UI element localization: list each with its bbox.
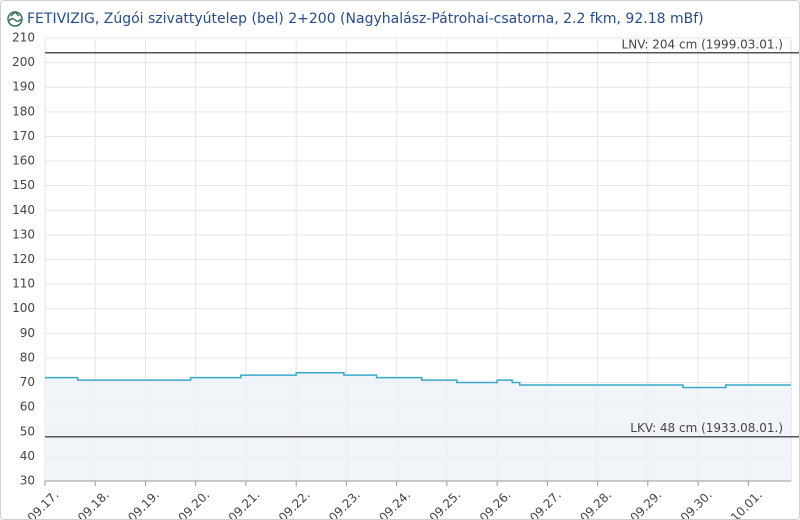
y-tick-label: 170	[12, 129, 35, 143]
reference-label: LNV: 204 cm (1999.03.01.)	[622, 37, 783, 51]
x-tick-label: 09.29.	[628, 488, 665, 519]
y-tick-label: 60	[20, 400, 35, 414]
logo	[7, 10, 23, 27]
y-tick-label: 180	[12, 104, 35, 118]
x-tick-label: 09.23.	[326, 488, 363, 519]
x-tick-label: 09.19.	[125, 488, 162, 519]
x-tick-label: 09.21.	[226, 488, 263, 519]
x-tick-label: 09.17.	[25, 488, 62, 519]
y-tick-label: 100	[12, 301, 35, 315]
y-tick-label: 30	[20, 474, 35, 488]
area	[45, 372, 791, 481]
x-tick-label: 09.22.	[276, 488, 313, 519]
chart-title: FETIVIZIG, Zúgói szivattyútelep (bel) 2+…	[27, 11, 704, 27]
x-tick-label: 09.30.	[678, 488, 715, 519]
y-tick-label: 200	[12, 55, 35, 69]
y-tick-label: 90	[20, 326, 35, 340]
y-tick-label: 140	[12, 203, 35, 217]
y-tick-label: 80	[20, 350, 35, 364]
y-tick-label: 70	[20, 375, 35, 389]
x-tick-label: 10.01.	[728, 488, 765, 519]
y-tick-label: 150	[12, 178, 35, 192]
x-tick-label: 09.26.	[477, 488, 514, 519]
line	[45, 371, 791, 389]
y-tick-label: 210	[12, 31, 35, 45]
reference-label: LKV: 48 cm (1933.08.01.)	[630, 421, 783, 435]
y-tick-label: 110	[12, 277, 35, 291]
y-tick-label: 50	[20, 424, 35, 438]
y-tick-label: 120	[12, 252, 35, 266]
y-tick-label: 40	[20, 449, 35, 463]
y-tick-label: 130	[12, 227, 35, 241]
x-tick-label: 09.18.	[75, 488, 112, 519]
x-tick-label: 09.27.	[527, 488, 564, 519]
x-tick-label: 09.20.	[175, 488, 212, 519]
x-tick-label: 09.25.	[427, 488, 464, 519]
x-tick-label: 09.28.	[577, 488, 614, 519]
y-tick-label: 190	[12, 80, 35, 94]
y-tick-label: 160	[12, 154, 35, 168]
x-tick-label: 09.24.	[376, 488, 413, 519]
